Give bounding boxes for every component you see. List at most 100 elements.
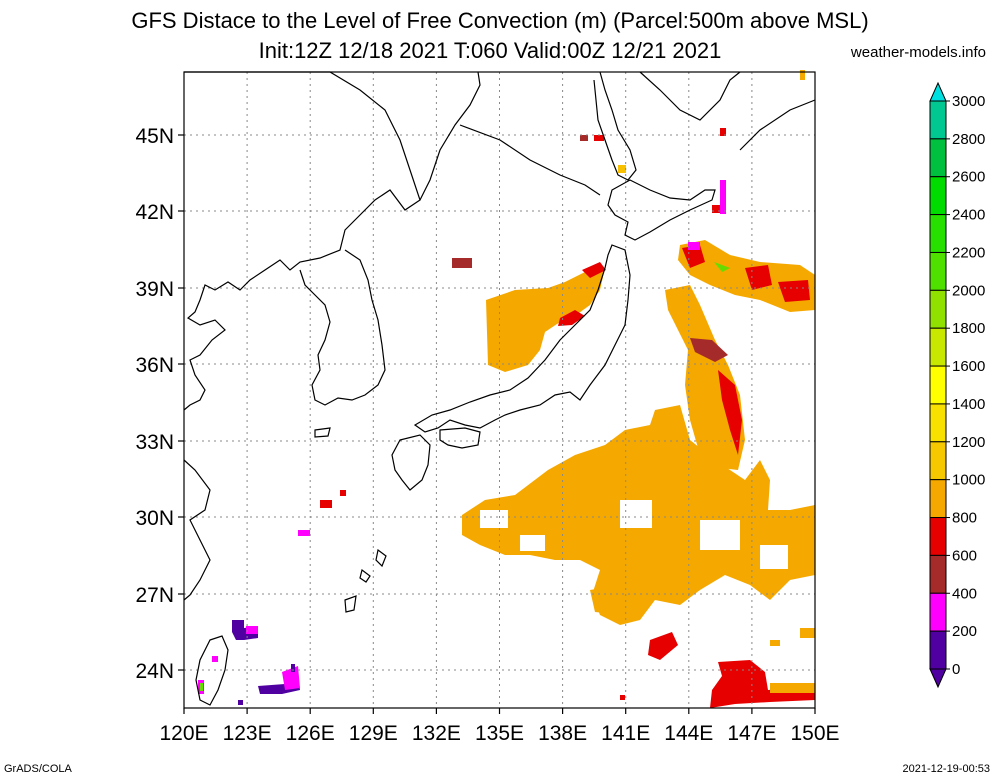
field-tohoku-brown (690, 338, 728, 362)
colorbar-label-2000: 2000 (952, 282, 985, 299)
colorbar-label-1600: 1600 (952, 358, 985, 375)
colorbar-segment (929, 327, 947, 367)
source-site: weather-models.info (850, 44, 986, 61)
coast-russia-east (459, 124, 601, 196)
coast-kurils-2 (739, 99, 816, 151)
colorbar-segment (929, 289, 947, 329)
longitude-labels: 120E 123E 126E 129E 132E 135E 138E 141E 144E 147E… (159, 708, 840, 745)
field-east-red-3 (778, 280, 810, 302)
coast-hokkaido (607, 179, 716, 241)
lon-label-141e: 141E (601, 722, 650, 745)
coast-china-south (183, 459, 211, 601)
coast-ryukyu-3 (344, 595, 357, 613)
field-pacific-south (590, 585, 635, 615)
colorbar-label-2600: 2600 (952, 169, 985, 186)
lon-label-126e: 126E (286, 722, 335, 745)
field-purple-1 (232, 620, 258, 640)
field-purple-taiwan-2 (291, 664, 295, 672)
field-purple-taiwan (238, 700, 243, 705)
field-pacific-south-3 (770, 640, 780, 646)
coast-ryukyu-2 (359, 568, 371, 583)
field-pacific-hole-3 (700, 520, 740, 550)
field-magenta-taiwan-4 (212, 656, 218, 662)
colorbar-segment (929, 517, 947, 556)
colorbar-label-2800: 2800 (952, 131, 985, 148)
coast-russia (419, 71, 481, 201)
field-green-taiwan (200, 683, 203, 691)
field-red-648 (648, 632, 678, 660)
colorbar-label-1200: 1200 (952, 434, 985, 451)
colorbar-segment (929, 479, 947, 519)
field-southeast-orange (770, 683, 815, 693)
field-honshu-north-red (582, 262, 606, 278)
colorbar-segment (929, 403, 947, 443)
field-magenta-cell (298, 530, 310, 536)
coast-ryukyu-1 (375, 548, 387, 568)
lon-label-132e: 132E (412, 722, 461, 745)
colorbar-label-3000: 3000 (952, 93, 985, 110)
lon-label-147e: 147E (727, 722, 776, 745)
field-red-cell-2 (340, 490, 346, 496)
colorbar-label-2200: 2200 (952, 244, 985, 261)
colorbar-segment (929, 100, 947, 140)
field-magenta-taiwan-2 (282, 666, 300, 690)
field-magenta-taiwan-1 (246, 626, 258, 634)
colorbar-label-200: 200 (952, 623, 977, 640)
coast-sakhalin (593, 71, 637, 181)
field-pacific-south-2 (800, 628, 815, 638)
field-purple-2 (258, 676, 300, 694)
lat-label-33n: 33N (135, 431, 174, 454)
footer-timestamp: 2021-12-19-00:53 (902, 763, 990, 775)
colorbar-segment (929, 138, 947, 178)
coast-jeju (314, 427, 331, 438)
field-orange-corner (800, 70, 805, 80)
chart-subtitle: Init:12Z 12/18 2021 T:060 Valid:00Z 12/2… (258, 38, 722, 63)
lat-label-39n: 39N (135, 278, 174, 301)
colorbar-label-1000: 1000 (952, 472, 985, 489)
coast-kamchatka-kurils (639, 71, 741, 121)
coast-honshu (413, 244, 631, 433)
colorbar-segment (929, 176, 947, 216)
colorbar-segment (929, 441, 947, 481)
field-southeast-red (710, 660, 815, 708)
field-tohoku-east-red (718, 370, 742, 455)
field-red-north (720, 128, 726, 136)
colorbar-segment (929, 630, 947, 670)
chart-title: GFS Distace to the Level of Free Convect… (131, 8, 869, 33)
lat-label-45n: 45N (135, 125, 174, 148)
field-sea-of-japan (486, 268, 605, 372)
lon-label-150e: 150E (790, 722, 839, 745)
lfc-field-layer (198, 70, 815, 708)
graticule (184, 72, 815, 708)
field-red-north-2 (594, 135, 604, 141)
colorbar-segment (929, 554, 947, 594)
colorbar-label-1800: 1800 (952, 320, 985, 337)
colorbar-label-0: 0 (952, 661, 960, 678)
field-pacific-hole-5 (520, 535, 545, 551)
field-orange-hokkaido (618, 165, 626, 173)
colorbar-bottom-arrow (929, 668, 947, 689)
lat-label-30n: 30N (135, 507, 174, 530)
field-magenta-2 (720, 180, 726, 214)
coastline-layer (183, 71, 816, 706)
field-magenta-1 (688, 242, 700, 250)
colorbar-segment (929, 365, 947, 405)
lon-label-144e: 144E (664, 722, 713, 745)
colorbar: 3000280026002400220020001800160014001200… (929, 81, 985, 689)
lat-label-36n: 36N (135, 354, 174, 377)
field-red-hokkaido (712, 205, 720, 213)
colorbar-segment (929, 592, 947, 632)
colorbar-segment (929, 214, 947, 253)
coast-taiwan (195, 635, 229, 706)
lon-label-138e: 138E (538, 722, 587, 745)
lon-label-135e: 135E (475, 722, 524, 745)
colorbar-label-800: 800 (952, 510, 977, 527)
field-pacific-hole-1 (480, 510, 508, 528)
field-brown-north (580, 135, 588, 141)
coast-korea-peninsula (299, 249, 386, 406)
coast-kyushu (391, 434, 431, 491)
field-sea-of-japan-red (558, 310, 585, 326)
colorbar-label-400: 400 (952, 585, 977, 602)
lon-label-120e: 120E (159, 722, 208, 745)
field-east-band (678, 240, 815, 312)
